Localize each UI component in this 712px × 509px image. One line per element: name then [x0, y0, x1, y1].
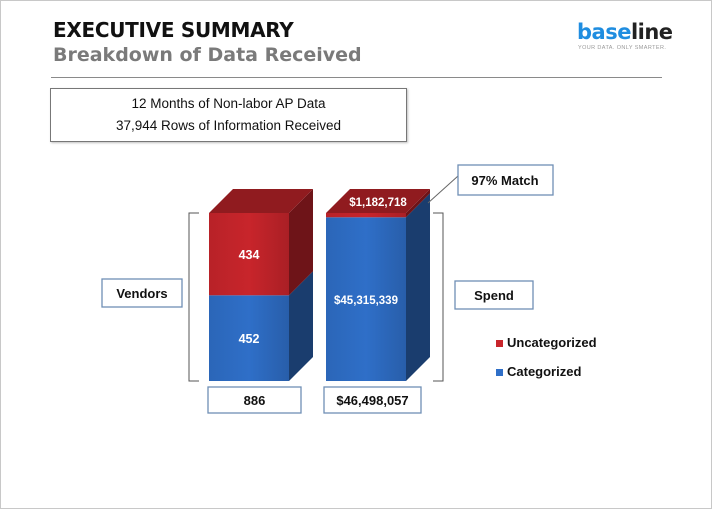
spend-bracket: [433, 213, 443, 381]
vendors-bracket: [189, 213, 199, 381]
legend-swatch-categorized: [496, 369, 503, 376]
category-label-vendors: Vendors: [116, 286, 167, 301]
match-callout-text: 97% Match: [471, 173, 538, 188]
total-value-spend: $46,498,057: [336, 393, 408, 408]
data-label-vendors-uncategorized: 434: [239, 248, 260, 262]
category-label-spend: Spend: [474, 288, 514, 303]
match-callout-leader: [428, 176, 458, 203]
slide: EXECUTIVE SUMMARY Breakdown of Data Rece…: [0, 0, 712, 509]
legend-swatch-uncategorized: [496, 340, 503, 347]
data-label-spend-uncategorized: $1,182,718: [349, 197, 407, 209]
legend-label-uncategorized: Uncategorized: [507, 335, 597, 350]
legend-label-categorized: Categorized: [507, 364, 581, 379]
total-value-vendors: 886: [244, 393, 266, 408]
bar-spend-categorized-side: [406, 193, 430, 381]
data-label-vendors-categorized: 452: [239, 332, 260, 346]
stacked-bar-chart: 452 434 886 $45,315,339 $1,182,718 $46,498,05…: [1, 1, 711, 508]
bar-spend-uncategorized: [326, 213, 406, 217]
data-label-spend-categorized: $45,315,339: [334, 295, 398, 307]
